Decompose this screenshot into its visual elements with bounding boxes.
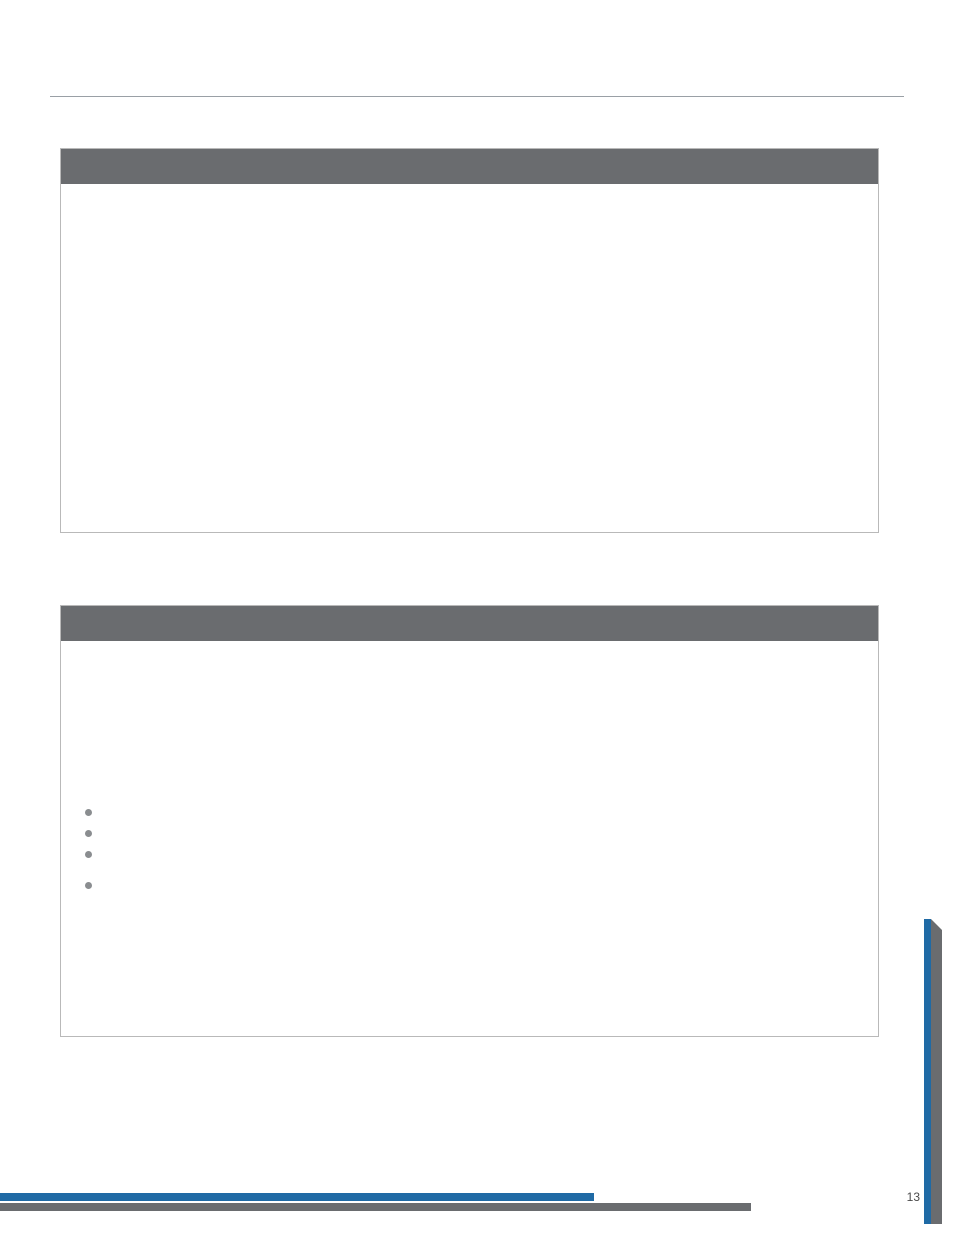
- panel-2-header: [61, 606, 878, 641]
- side-tab-notch: [931, 919, 942, 930]
- page-number: 13: [907, 1190, 920, 1204]
- footer-bar-blue: [0, 1193, 594, 1201]
- bullet-point: [85, 809, 92, 816]
- document-page: 13: [0, 0, 954, 1235]
- bullet-point: [85, 882, 92, 889]
- bullet-list: [85, 809, 92, 903]
- bullet-point: [85, 851, 92, 858]
- top-horizontal-rule: [50, 96, 904, 97]
- content-panel-1: [60, 148, 879, 533]
- content-panel-2: [60, 605, 879, 1037]
- bullet-point: [85, 830, 92, 837]
- panel-2-body: [61, 641, 878, 1037]
- footer-bar-gray: [0, 1203, 751, 1211]
- side-tab-gray: [931, 919, 942, 1224]
- side-tab-blue: [924, 919, 931, 1224]
- panel-1-body: [61, 184, 878, 532]
- panel-1-header: [61, 149, 878, 184]
